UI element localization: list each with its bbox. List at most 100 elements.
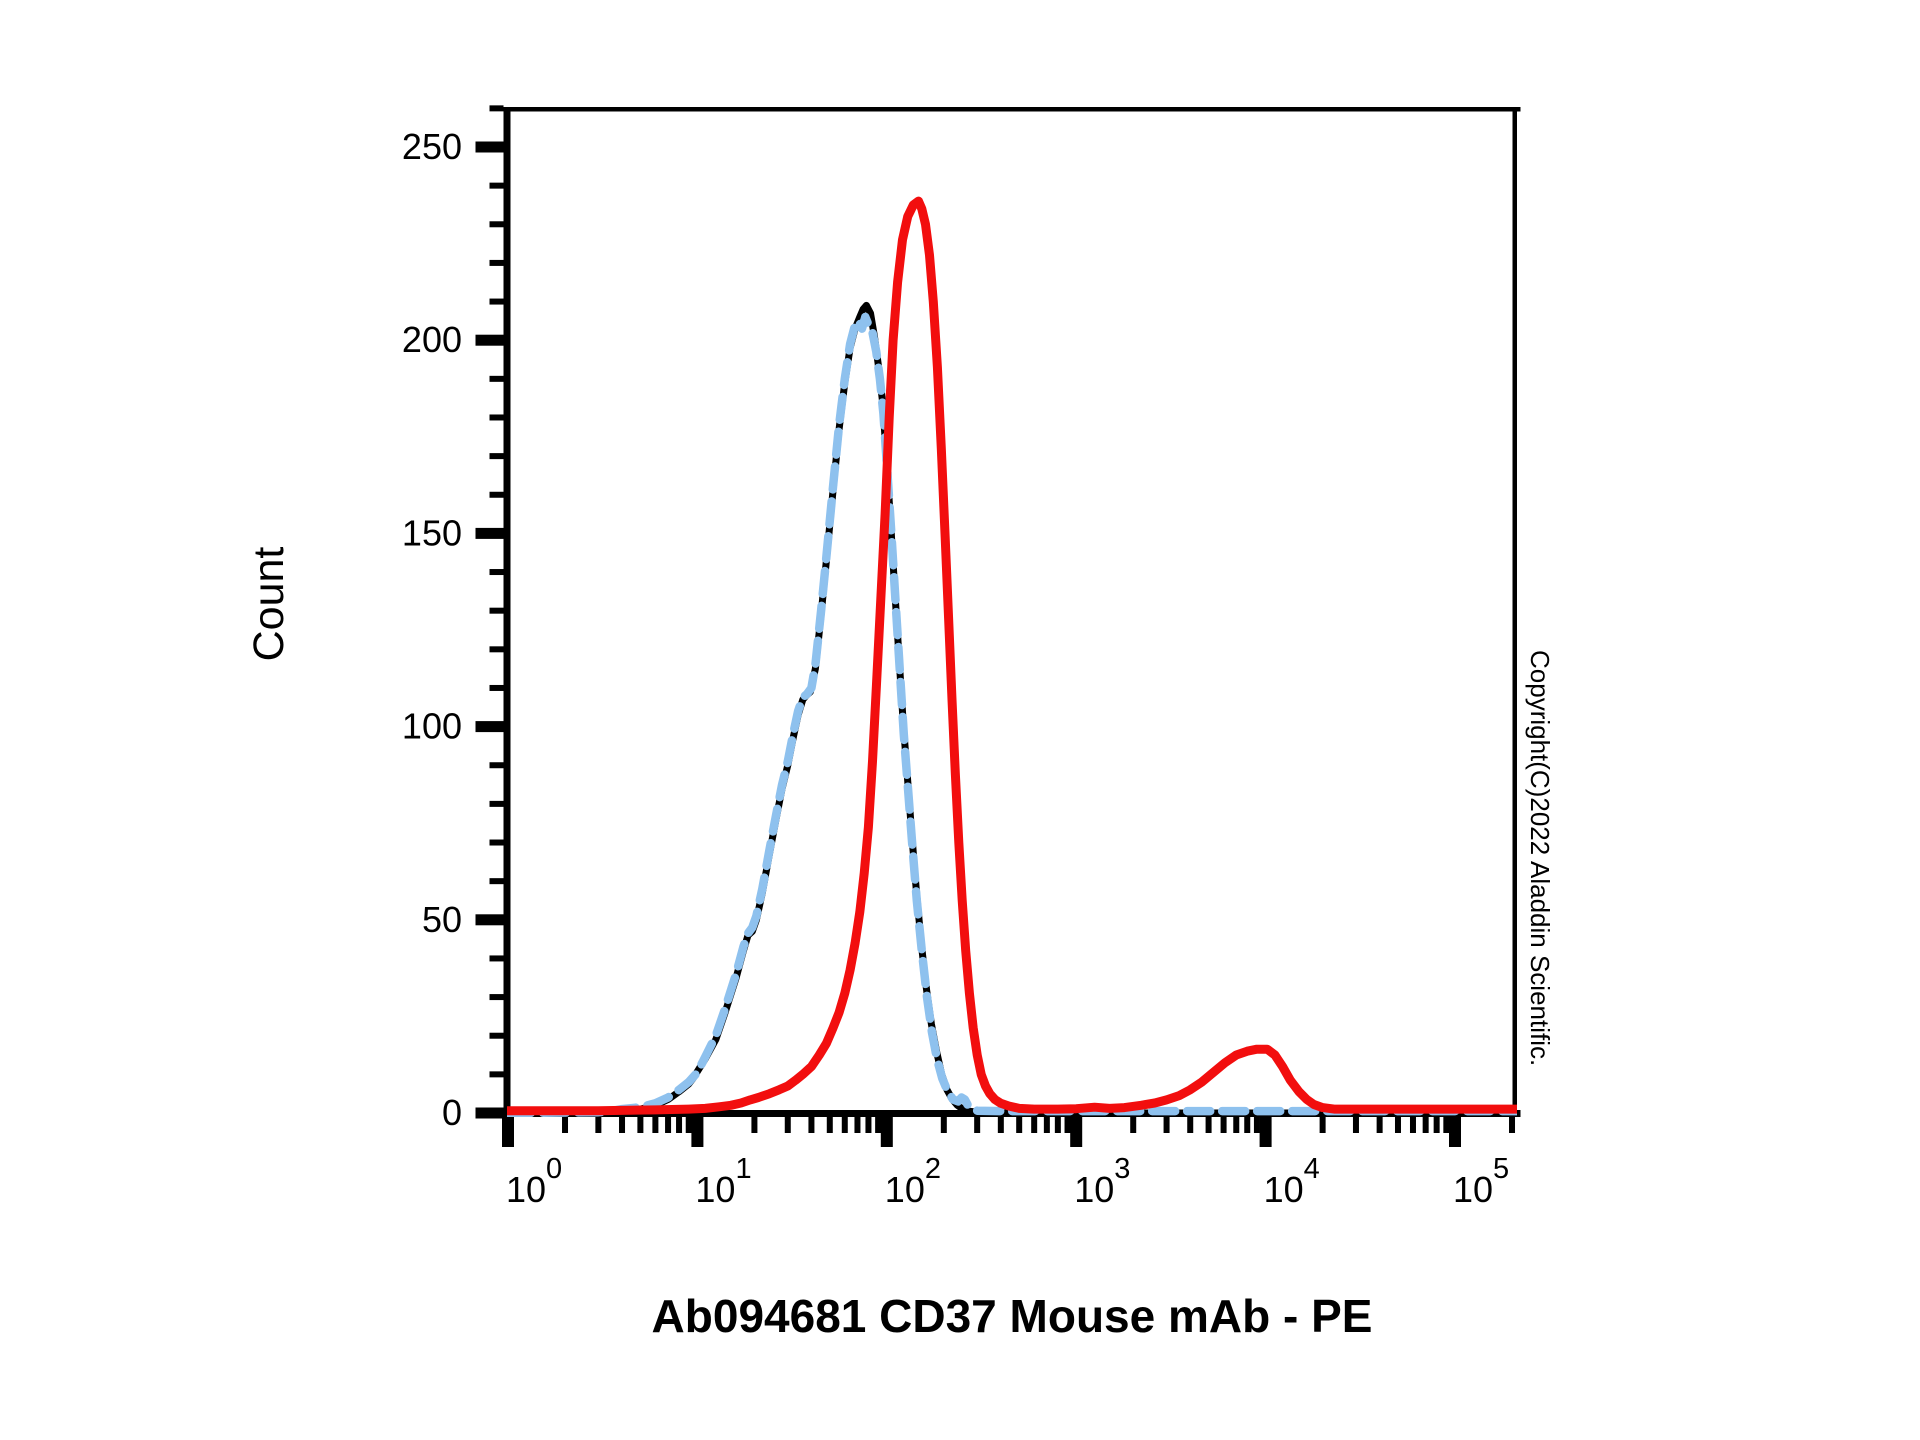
y-tick-label-0: 0 xyxy=(442,1092,462,1133)
y-major-tick-0 xyxy=(475,1107,504,1119)
x-minor-tick-6e4 xyxy=(1409,1117,1416,1133)
x-minor-tick-4e4 xyxy=(1376,1117,1383,1133)
y-tick-label-200: 200 xyxy=(402,319,462,360)
x-tick-exponent-1e2: 2 xyxy=(925,1153,941,1185)
x-minor-tick-6e1 xyxy=(841,1117,848,1133)
y-minor-tick-220 xyxy=(489,259,504,266)
x-minor-tick-7e0 xyxy=(665,1117,672,1133)
y-minor-tick-70 xyxy=(489,839,504,846)
x-tick-exponent-1e5: 5 xyxy=(1493,1153,1509,1185)
y-minor-tick-160 xyxy=(489,491,504,498)
x-minor-tick-6e2 xyxy=(1031,1117,1038,1133)
x-major-tick-1e5 xyxy=(1449,1117,1461,1147)
x-tick-label-1e1: 101 xyxy=(695,1153,751,1210)
x-tick-base-1e2: 10 xyxy=(885,1169,925,1210)
x-minor-tick-8e0 xyxy=(676,1117,683,1133)
x-minor-tick-2e3 xyxy=(1130,1117,1137,1133)
y-major-tick-200 xyxy=(475,334,504,346)
x-minor-tick-3e0 xyxy=(595,1117,602,1133)
x-tick-label-1e2: 102 xyxy=(885,1153,941,1210)
x-minor-tick-9e1 xyxy=(875,1117,882,1133)
y-minor-tick-260 xyxy=(489,105,504,112)
y-minor-tick-90 xyxy=(489,762,504,769)
x-minor-tick-2e5 xyxy=(1509,1117,1516,1133)
x-tick-exponent-1e0: 0 xyxy=(546,1153,562,1185)
x-minor-tick-4e1 xyxy=(808,1117,815,1133)
x-tick-exponent-1e1: 1 xyxy=(735,1153,751,1185)
x-tick-label-1e4: 104 xyxy=(1264,1153,1320,1210)
copyright-watermark: Copyright(C)2022 Aladdin Scientific. xyxy=(1525,650,1555,1066)
x-minor-tick-7e2 xyxy=(1043,1117,1050,1133)
x-tick-base-1e1: 10 xyxy=(695,1169,735,1210)
x-minor-tick-8e2 xyxy=(1054,1117,1061,1133)
y-minor-tick-130 xyxy=(489,607,504,614)
x-minor-tick-7e1 xyxy=(854,1117,861,1133)
plot-frame-top xyxy=(503,107,1521,112)
y-axis-line xyxy=(503,107,511,1117)
y-major-tick-150 xyxy=(475,527,504,539)
x-tick-base-1e4: 10 xyxy=(1264,1169,1304,1210)
x-tick-label-1e0: 100 xyxy=(506,1153,562,1210)
x-tick-base-1e5: 10 xyxy=(1453,1169,1493,1210)
x-minor-tick-4e0 xyxy=(619,1117,626,1133)
y-minor-tick-10 xyxy=(489,1071,504,1078)
x-minor-tick-7e4 xyxy=(1422,1117,1429,1133)
y-tick-label-250: 250 xyxy=(402,126,462,167)
x-minor-tick-8e4 xyxy=(1433,1117,1440,1133)
x-minor-tick-9e3 xyxy=(1253,1117,1260,1133)
y-tick-label-150: 150 xyxy=(402,512,462,553)
x-minor-tick-2e0 xyxy=(562,1117,569,1133)
x-minor-tick-2e4 xyxy=(1319,1117,1326,1133)
y-minor-tick-30 xyxy=(489,994,504,1001)
x-tick-label-1e3: 103 xyxy=(1074,1153,1130,1210)
x-minor-tick-3e2 xyxy=(974,1117,981,1133)
chart-title: Ab094681 CD37 Mouse mAb - PE xyxy=(652,1290,1373,1342)
x-minor-tick-9e0 xyxy=(685,1117,692,1133)
x-tick-label-1e5: 105 xyxy=(1453,1153,1509,1210)
y-axis-title: Count xyxy=(245,547,293,662)
curves-group xyxy=(507,196,1517,1117)
y-minor-tick-80 xyxy=(489,800,504,807)
y-minor-tick-190 xyxy=(489,375,504,382)
x-minor-tick-2e2 xyxy=(940,1117,947,1133)
x-tick-exponent-1e3: 3 xyxy=(1114,1153,1130,1185)
x-minor-tick-5e4 xyxy=(1394,1117,1401,1133)
x-minor-tick-3e3 xyxy=(1163,1117,1170,1133)
x-tick-exponent-1e4: 4 xyxy=(1304,1153,1320,1185)
y-minor-tick-240 xyxy=(489,182,504,189)
x-minor-tick-5e1 xyxy=(826,1117,833,1133)
y-minor-tick-120 xyxy=(489,646,504,653)
x-minor-tick-3e1 xyxy=(784,1117,791,1133)
y-minor-tick-40 xyxy=(489,955,504,962)
x-minor-tick-8e1 xyxy=(865,1117,872,1133)
x-minor-tick-4e2 xyxy=(997,1117,1004,1133)
y-minor-tick-230 xyxy=(489,221,504,228)
x-minor-tick-5e3 xyxy=(1205,1117,1212,1133)
x-minor-tick-9e4 xyxy=(1443,1117,1450,1133)
x-minor-tick-2e1 xyxy=(751,1117,758,1133)
x-minor-tick-6e3 xyxy=(1220,1117,1227,1133)
x-minor-tick-5e2 xyxy=(1016,1117,1023,1133)
y-minor-tick-210 xyxy=(489,298,504,305)
y-minor-tick-140 xyxy=(489,569,504,576)
x-minor-tick-8e3 xyxy=(1244,1117,1251,1133)
x-major-tick-1e1 xyxy=(691,1117,704,1147)
x-minor-tick-4e3 xyxy=(1187,1117,1194,1133)
x-tick-base-1e0: 10 xyxy=(506,1169,546,1210)
blue-dashed-curve xyxy=(507,312,1517,1117)
plot-frame-right xyxy=(1512,107,1517,1117)
x-minor-tick-9e2 xyxy=(1064,1117,1071,1133)
x-major-tick-1e2 xyxy=(880,1117,893,1147)
x-major-tick-1e4 xyxy=(1259,1117,1272,1147)
y-minor-tick-60 xyxy=(489,878,504,885)
x-minor-tick-6e0 xyxy=(652,1117,659,1133)
y-major-tick-100 xyxy=(475,721,504,733)
y-minor-tick-110 xyxy=(489,684,504,691)
red-solid-curve xyxy=(507,196,1517,1116)
y-minor-tick-20 xyxy=(489,1032,504,1039)
x-minor-tick-5e0 xyxy=(637,1117,644,1133)
